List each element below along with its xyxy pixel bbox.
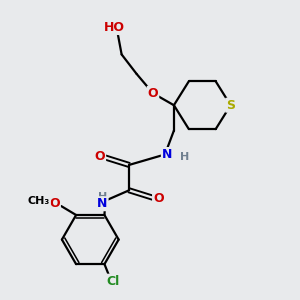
Text: H: H	[98, 192, 107, 202]
Text: N: N	[162, 148, 172, 161]
Text: H: H	[180, 152, 189, 162]
Text: O: O	[94, 150, 105, 164]
Text: Cl: Cl	[106, 275, 119, 288]
Text: S: S	[226, 99, 235, 112]
Text: CH₃: CH₃	[28, 196, 50, 206]
Text: O: O	[49, 197, 60, 211]
Text: O: O	[153, 192, 164, 205]
Text: O: O	[148, 87, 158, 100]
Text: N: N	[97, 197, 107, 210]
Text: HO: HO	[104, 21, 125, 34]
